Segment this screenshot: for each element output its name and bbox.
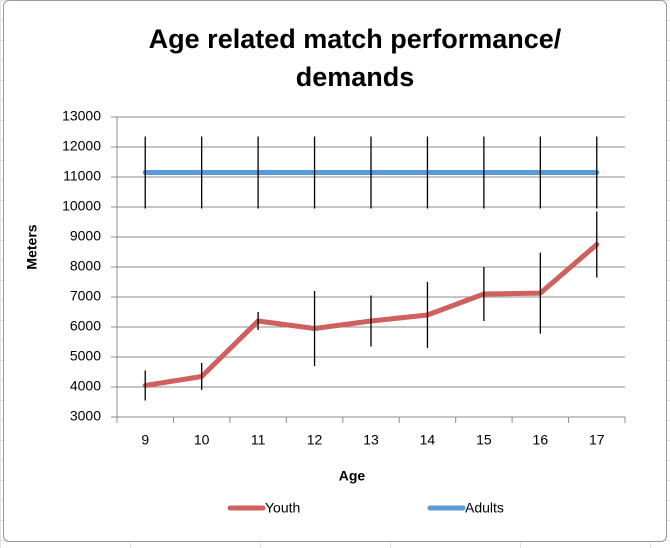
y-tick-label: 13000 [62,108,101,124]
x-axis-label: Age [339,468,366,484]
y-tick-label: 9000 [70,228,101,244]
x-tick-label: 12 [307,432,323,448]
chart-frame [3,0,667,542]
x-tick-label: 13 [363,432,379,448]
x-tick-label: 16 [533,432,549,448]
y-axis-label: Meters [24,224,40,269]
x-tick-label: 17 [589,432,605,448]
y-tick-label: 10000 [62,198,101,214]
chart-title: Age related match performance/ demands [148,24,562,92]
x-tick-label: 11 [251,432,266,448]
y-tick-label: 8000 [70,258,101,274]
y-tick-label: 12000 [62,138,101,154]
y-tick-label: 7000 [70,288,101,304]
y-tick-label: 6000 [70,318,101,334]
y-tick-label: 3000 [70,408,101,424]
y-tick-label: 4000 [70,378,101,394]
y-tick-label: 5000 [70,348,101,364]
legend-label: Youth [265,500,300,516]
legend-label: Adults [465,500,504,516]
y-tick-label: 11000 [63,168,101,184]
x-tick-label: 10 [194,432,210,448]
x-tick-label: 14 [420,432,436,448]
x-tick-label: 9 [141,432,149,448]
x-tick-label: 15 [476,432,492,448]
